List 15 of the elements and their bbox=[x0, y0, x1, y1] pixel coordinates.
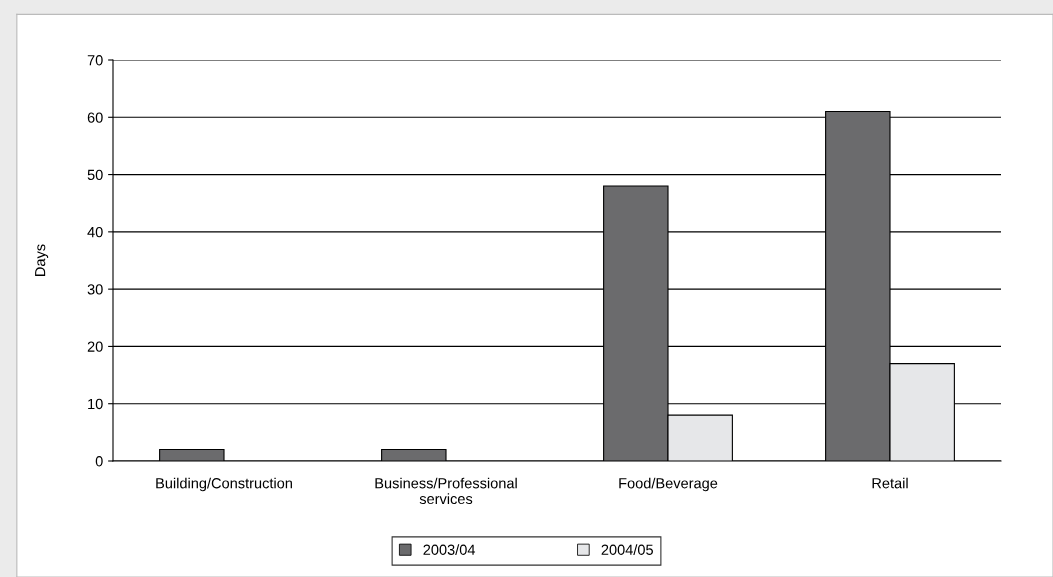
legend-label: 2004/05 bbox=[601, 544, 653, 555]
y-axis-title: Days bbox=[35, 244, 49, 276]
legend-label: 2003/04 bbox=[423, 544, 476, 555]
y-tick-label: 20 bbox=[87, 341, 103, 352]
y-tick-label: 0 bbox=[95, 456, 103, 467]
x-tick-label: Business/Professional services bbox=[375, 477, 517, 505]
x-tick-label: Building/Construction bbox=[156, 477, 292, 492]
x-tick-label: Retail bbox=[872, 477, 908, 489]
y-tick-label: 50 bbox=[87, 169, 103, 180]
y-tick-label: 10 bbox=[88, 398, 103, 410]
x-tick-label: Food/Beverage bbox=[619, 477, 718, 492]
y-tick-label: 30 bbox=[87, 284, 103, 295]
y-tick-label: 60 bbox=[87, 112, 103, 123]
y-tick-label: 40 bbox=[87, 226, 103, 238]
y-tick-label: 70 bbox=[87, 55, 103, 66]
